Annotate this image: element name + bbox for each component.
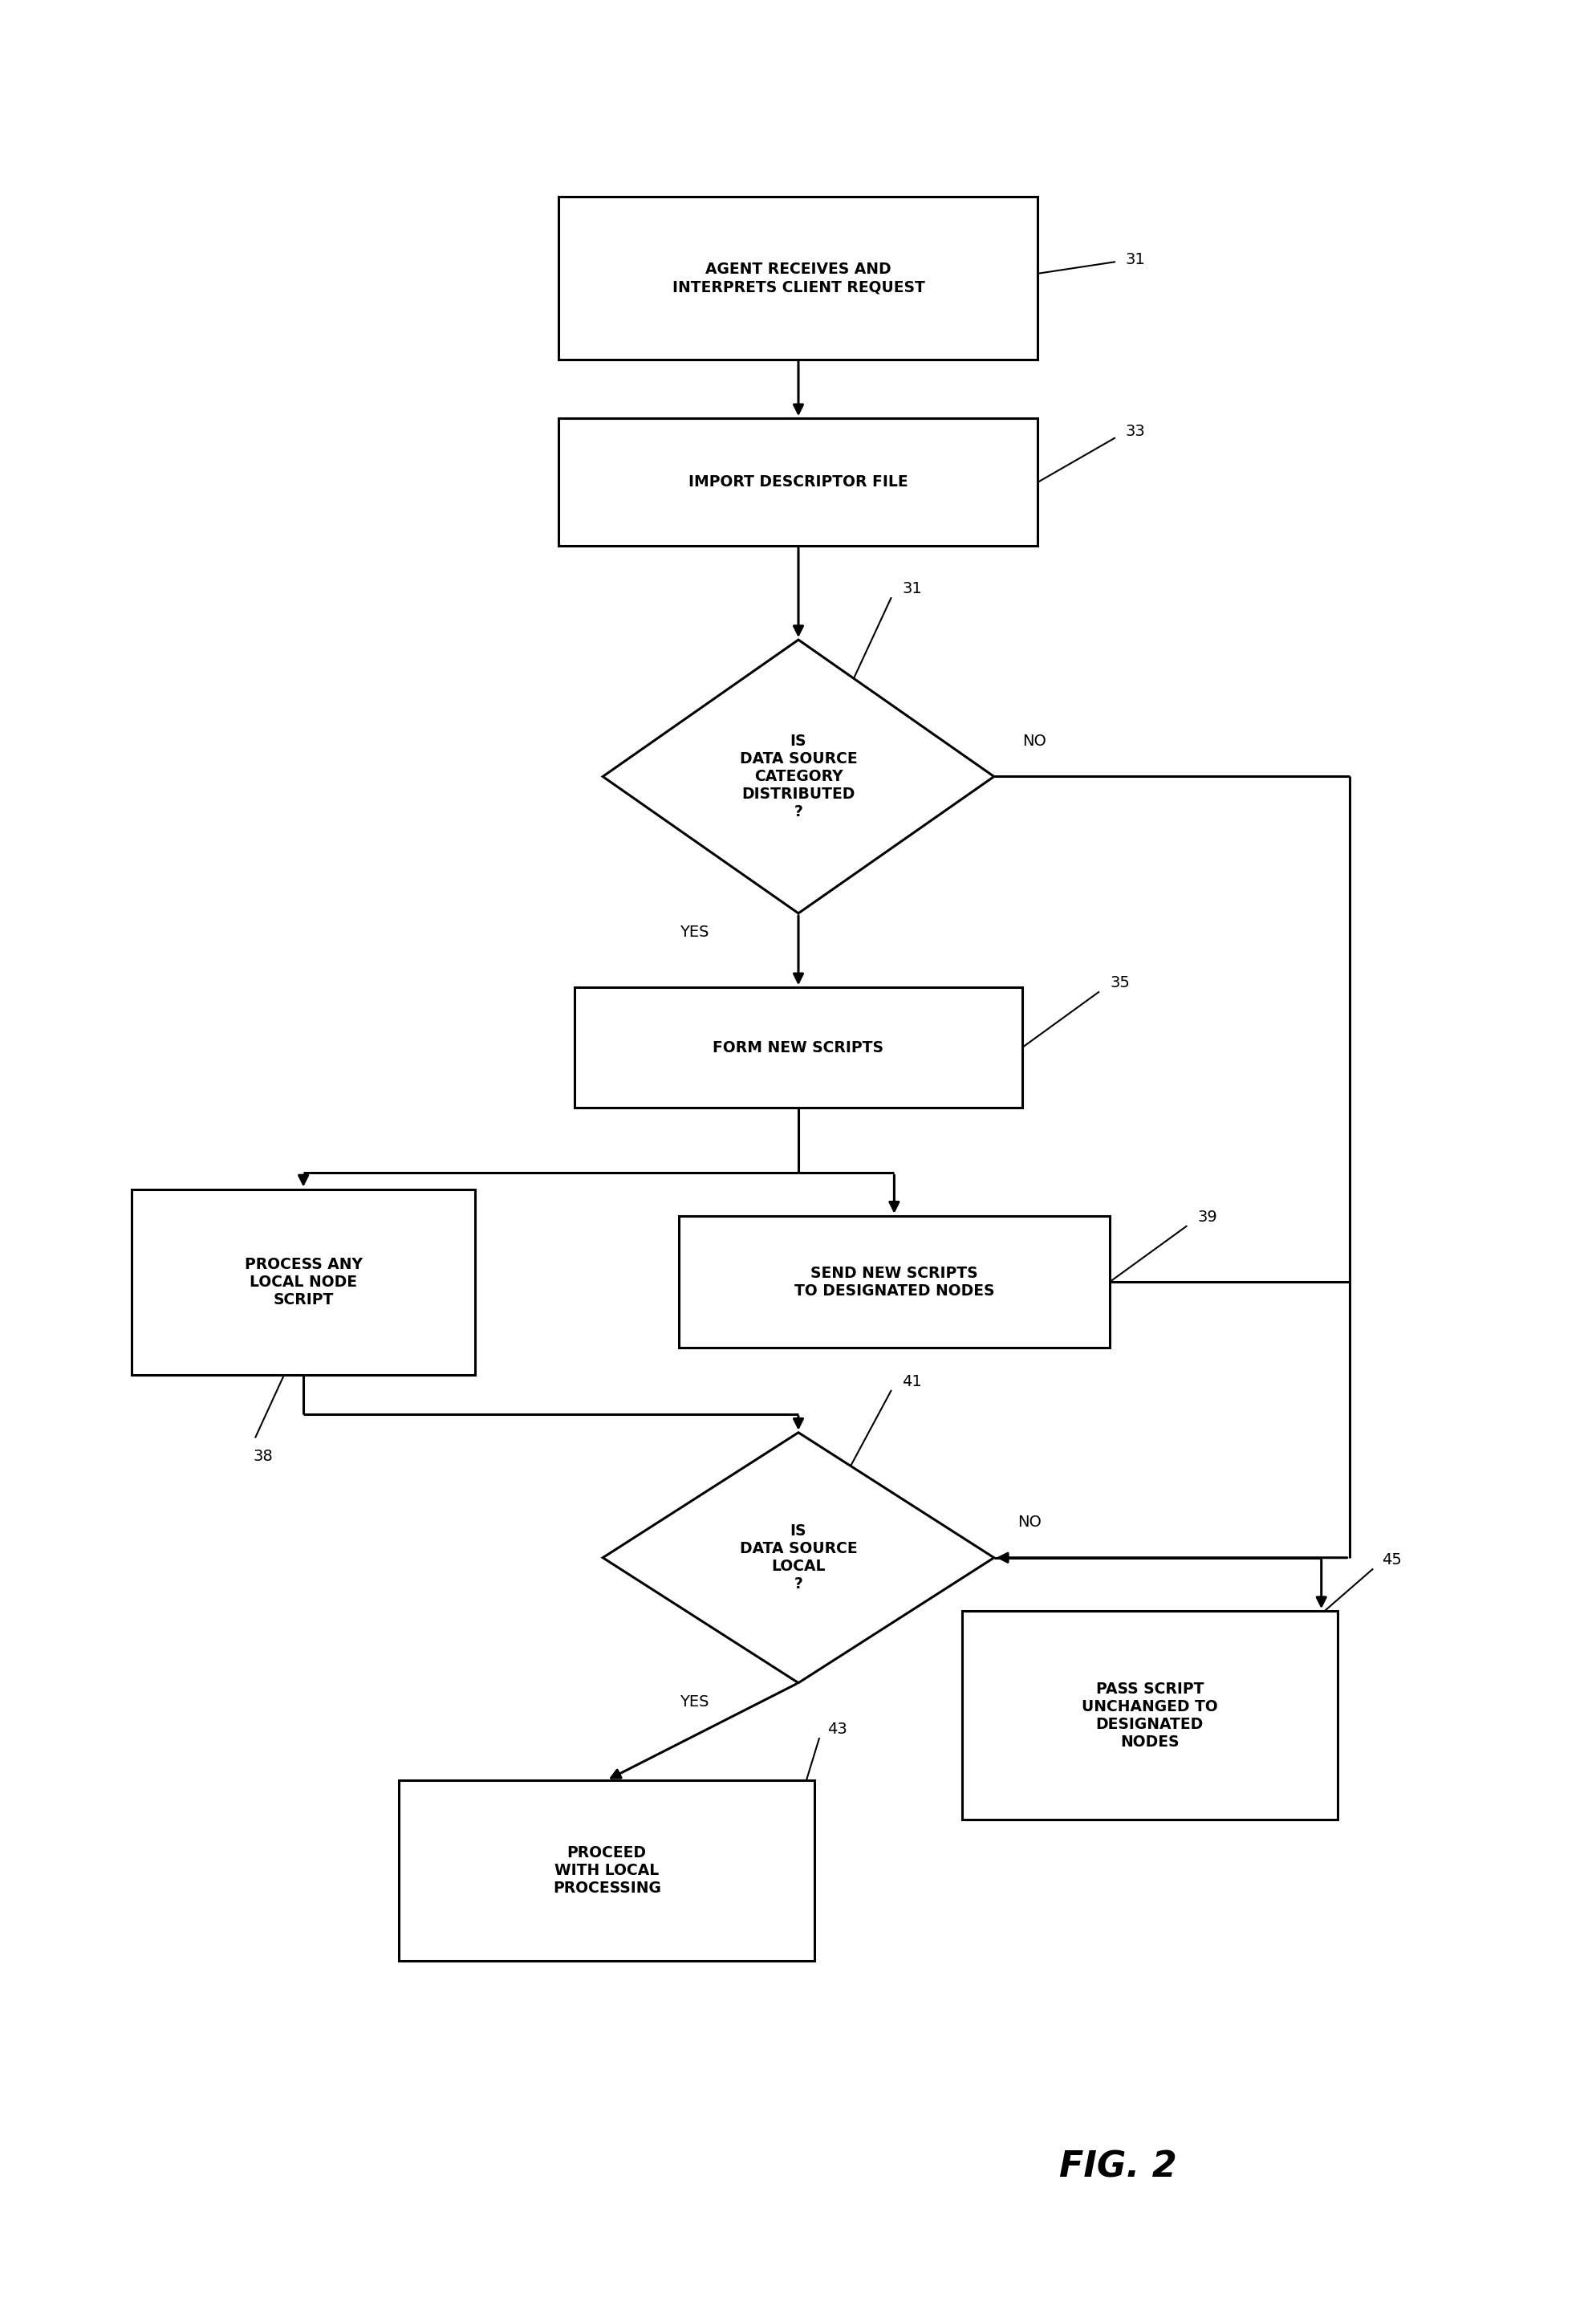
Polygon shape [603, 640, 993, 913]
Text: PROCEED
WITH LOCAL
PROCESSING: PROCEED WITH LOCAL PROCESSING [552, 1845, 661, 1896]
FancyBboxPatch shape [961, 1611, 1337, 1820]
Text: YES: YES [680, 925, 709, 941]
Text: IS
DATA SOURCE
LOCAL
?: IS DATA SOURCE LOCAL ? [739, 1523, 857, 1592]
Text: 33: 33 [1125, 424, 1144, 438]
Text: PROCESS ANY
LOCAL NODE
SCRIPT: PROCESS ANY LOCAL NODE SCRIPT [244, 1256, 362, 1307]
FancyBboxPatch shape [559, 417, 1037, 545]
Text: 41: 41 [902, 1375, 921, 1388]
FancyBboxPatch shape [131, 1189, 476, 1375]
FancyBboxPatch shape [678, 1215, 1109, 1349]
Text: 39: 39 [1197, 1210, 1216, 1224]
Polygon shape [603, 1433, 993, 1683]
Text: 35: 35 [1109, 976, 1130, 990]
Text: FIG. 2: FIG. 2 [1058, 2151, 1176, 2184]
Text: NO: NO [1018, 1514, 1042, 1530]
Text: PASS SCRIPT
UNCHANGED TO
DESIGNATED
NODES: PASS SCRIPT UNCHANGED TO DESIGNATED NODE… [1080, 1681, 1218, 1750]
Text: 43: 43 [827, 1722, 846, 1736]
Text: 31: 31 [902, 582, 921, 596]
FancyBboxPatch shape [575, 987, 1021, 1108]
Text: IMPORT DESCRIPTOR FILE: IMPORT DESCRIPTOR FILE [688, 475, 908, 489]
Text: FORM NEW SCRIPTS: FORM NEW SCRIPTS [712, 1041, 884, 1055]
Text: NO: NO [1023, 732, 1047, 749]
Text: SEND NEW SCRIPTS
TO DESIGNATED NODES: SEND NEW SCRIPTS TO DESIGNATED NODES [793, 1266, 994, 1298]
Text: YES: YES [680, 1694, 709, 1711]
FancyBboxPatch shape [559, 197, 1037, 359]
Text: 38: 38 [254, 1449, 273, 1465]
FancyBboxPatch shape [399, 1780, 814, 1961]
Text: AGENT RECEIVES AND
INTERPRETS CLIENT REQUEST: AGENT RECEIVES AND INTERPRETS CLIENT REQ… [672, 262, 924, 294]
Text: 31: 31 [1125, 253, 1144, 267]
Text: 45: 45 [1381, 1553, 1401, 1567]
Text: IS
DATA SOURCE
CATEGORY
DISTRIBUTED
?: IS DATA SOURCE CATEGORY DISTRIBUTED ? [739, 732, 857, 821]
